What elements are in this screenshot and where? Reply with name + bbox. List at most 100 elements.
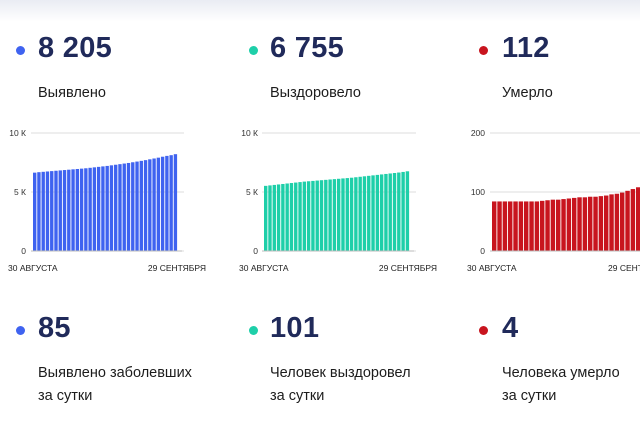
chart-bar — [379, 174, 384, 251]
chart-bar — [285, 183, 289, 251]
blue-dot-icon — [16, 326, 25, 335]
chart-bar — [556, 199, 561, 251]
chart-bar — [156, 157, 161, 251]
chart-bar — [122, 163, 126, 251]
daily-recovered-label-line1: Человек выздоровел — [270, 365, 411, 381]
chart-bar — [588, 196, 593, 251]
daily-confirmed-label-line1: Выявлено заболевших — [38, 365, 192, 381]
chart-bar — [405, 171, 410, 251]
chart-bar — [392, 173, 397, 251]
chart-bar — [306, 181, 311, 251]
chart-bar — [37, 172, 41, 251]
chart-bar — [375, 174, 380, 251]
chart-bar — [354, 177, 358, 251]
daily-deaths-label-line1: Человека умерло — [502, 365, 620, 381]
chart-bar — [492, 201, 497, 251]
chart-bar — [169, 155, 173, 251]
chart-bar — [50, 171, 54, 251]
chart-bar — [620, 192, 625, 251]
chart-bar — [341, 178, 345, 251]
chart-bar — [524, 201, 529, 251]
y-tick-label: 0 — [253, 246, 258, 256]
chart-bar — [101, 166, 105, 251]
chart-bar — [497, 201, 502, 251]
stat-deaths-label: Умерло — [502, 85, 553, 101]
chart-bar — [388, 173, 392, 251]
chart-bar — [109, 165, 114, 251]
chart-bar — [324, 179, 328, 251]
chart-bar — [362, 176, 367, 251]
chart-bar — [143, 160, 148, 251]
chart-bar — [550, 199, 556, 251]
chart-bar — [315, 180, 319, 251]
chart-bar — [311, 180, 315, 251]
chart-bar — [371, 175, 375, 251]
y-tick-label: 10 К — [241, 128, 258, 138]
blue-dot-icon — [16, 46, 25, 55]
stat-confirmed-label: Выявлено — [38, 85, 106, 101]
chart-bar — [358, 176, 362, 251]
daily-recovered-label-line2: за сутки — [270, 388, 325, 404]
chart-bar — [593, 196, 598, 251]
chart-bar — [397, 172, 401, 251]
chart-bar — [566, 198, 572, 251]
chart-bar — [41, 171, 45, 251]
chart-confirmed: 0 5 К 10 К 30 АВГУСТА 29 СЕНТЯБРЯ — [8, 128, 206, 273]
chart-bar — [281, 183, 285, 251]
chart-bar — [276, 184, 281, 251]
stat-deaths-value: 112 — [502, 32, 550, 64]
y-tick-label: 10 К — [9, 128, 26, 138]
chart-bar — [508, 201, 513, 251]
chart-bar — [302, 181, 307, 251]
chart-bar — [636, 187, 640, 251]
green-dot-icon — [249, 326, 258, 335]
red-dot-icon — [479, 46, 488, 55]
chart-bar — [165, 155, 169, 251]
daily-confirmed-label-line2: за сутки — [38, 388, 93, 404]
chart-bar — [513, 201, 518, 251]
chart-bar — [598, 196, 604, 251]
chart-bar — [545, 200, 550, 251]
chart-bar — [332, 179, 337, 251]
y-tick-label: 5 К — [246, 187, 258, 197]
chart-bar — [148, 159, 152, 251]
daily-confirmed-value: 85 — [38, 312, 71, 344]
chart-bar — [135, 161, 139, 251]
chart-bar — [84, 168, 88, 251]
chart-bar — [289, 183, 294, 251]
chart-bar — [62, 170, 67, 251]
chart-bar — [384, 173, 388, 251]
chart-bar — [173, 154, 178, 251]
chart-bar — [614, 193, 620, 251]
y-tick-label: 100 — [471, 187, 485, 197]
chart-bar — [534, 201, 540, 251]
chart-bar — [152, 158, 156, 251]
chart-bar — [349, 177, 354, 251]
daily-deaths-label-line2: за сутки — [502, 388, 557, 404]
chart-bar — [268, 185, 272, 251]
chart-bar — [71, 169, 75, 251]
chart-recovered: 0 5 К 10 К 30 АВГУСТА 29 СЕНТЯБРЯ — [239, 128, 437, 273]
chart-bar — [630, 189, 636, 251]
y-tick-label: 0 — [480, 246, 485, 256]
x-end-label: 29 СЕНТЯБРЯ — [148, 263, 206, 273]
chart-bar — [367, 175, 371, 251]
chart-bar — [582, 197, 588, 251]
chart-bar — [518, 201, 524, 251]
stat-recovered-label: Выздоровело — [270, 85, 361, 101]
daily-deaths-value: 4 — [502, 312, 519, 344]
chart-bar — [67, 169, 71, 251]
chart-bar — [577, 197, 582, 251]
top-fade — [0, 0, 640, 22]
x-start-label: 30 АВГУСТА — [239, 263, 289, 273]
chart-bar — [54, 170, 58, 251]
chart-bar — [401, 171, 405, 251]
x-end-label: 29 СЕНТЯБРЯ — [379, 263, 437, 273]
chart-bar — [572, 197, 577, 251]
chart-bar — [625, 190, 630, 251]
chart-bar — [79, 168, 84, 251]
chart-deaths: 0 100 200 30 АВГУСТА 29 СЕНТЯБРЯ — [467, 128, 640, 273]
chart-bar — [337, 178, 341, 251]
chart-bar — [131, 162, 135, 251]
